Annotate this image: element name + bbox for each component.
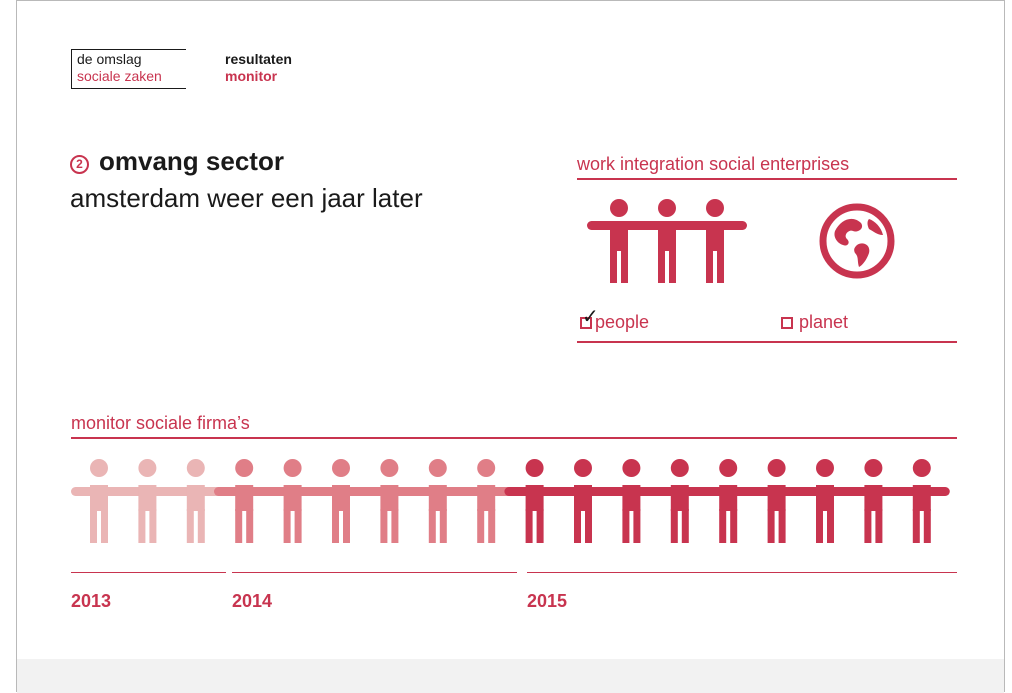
person-2015-6 <box>767 459 786 543</box>
person-2013-2 <box>138 459 157 543</box>
logo-line-1: de omslag <box>77 51 142 67</box>
page-title: omvang sector <box>99 146 284 176</box>
monitor-people-chart <box>71 459 950 543</box>
person-2015-5 <box>719 459 738 543</box>
wise-heading: work integration social enterprises <box>577 154 850 174</box>
person-2014-1 <box>235 459 254 543</box>
globe-icon <box>819 203 895 279</box>
monitor-heading: monitor sociale firma’s <box>71 413 250 433</box>
slide: de omslag sociale zaken resultaten monit… <box>16 0 1005 693</box>
planet-label: planet <box>799 312 849 332</box>
year-rule-2014 <box>232 572 517 573</box>
logo-line-2: sociale zaken <box>77 68 162 84</box>
wise-person-1 <box>610 199 628 283</box>
wise-person-2 <box>658 199 676 283</box>
person-2015-8 <box>864 459 883 543</box>
logo-frame <box>71 49 186 89</box>
person-2015-9 <box>912 459 931 543</box>
person-2013-3 <box>186 459 205 543</box>
report-line-1: resultaten <box>225 51 292 67</box>
monitor-heading-rule <box>71 437 957 439</box>
checkmark-icon: ✓ <box>582 306 599 328</box>
page-subtitle: amsterdam weer een jaar later <box>70 183 423 213</box>
person-2015-4 <box>670 459 689 543</box>
wise-person-3 <box>706 199 724 283</box>
person-2014-4 <box>380 459 399 543</box>
footer-band <box>17 659 1004 693</box>
people-checkbox[interactable] <box>580 317 592 329</box>
person-2015-7 <box>816 459 834 543</box>
person-2015-1 <box>525 459 544 543</box>
section-number-badge: 2 <box>70 155 89 174</box>
year-label-2015: 2015 <box>527 591 568 611</box>
year-label-2014: 2014 <box>232 591 273 611</box>
person-2015-2 <box>574 459 592 543</box>
year-rule-2015 <box>527 572 957 573</box>
person-2014-5 <box>428 459 447 543</box>
wise-heading-rule <box>577 178 957 180</box>
person-2015-3 <box>622 459 641 543</box>
wise-bottom-rule <box>577 341 957 343</box>
year-label-2013: 2013 <box>71 591 112 611</box>
person-2013-1 <box>90 459 108 543</box>
person-2014-6 <box>477 459 496 543</box>
report-line-2: monitor <box>225 68 278 84</box>
person-2014-3 <box>332 459 350 543</box>
people-icon <box>587 199 747 283</box>
year-rule-2013 <box>71 572 226 573</box>
person-2014-2 <box>283 459 302 543</box>
people-label: people <box>595 312 650 332</box>
planet-checkbox[interactable] <box>781 317 793 329</box>
arm-bar-2014 <box>214 487 517 496</box>
